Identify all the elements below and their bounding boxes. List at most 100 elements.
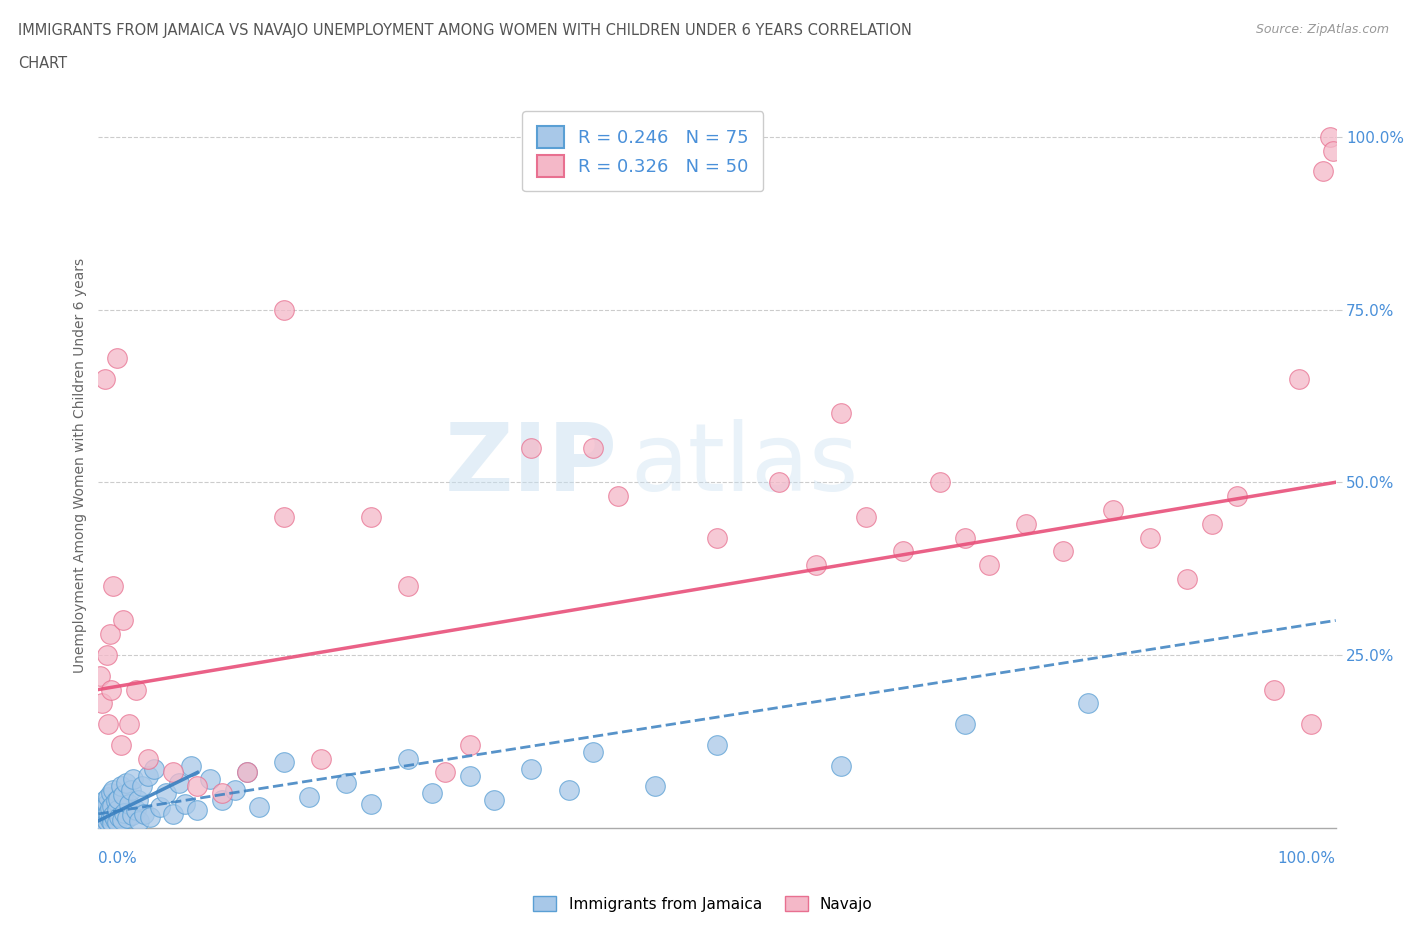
Point bbox=[124, 682, 146, 697]
Point bbox=[120, 782, 142, 797]
Point bbox=[96, 814, 118, 829]
Point bbox=[100, 682, 122, 697]
Point bbox=[236, 765, 259, 780]
Point bbox=[1319, 129, 1341, 144]
Point bbox=[98, 813, 121, 828]
Point bbox=[136, 768, 159, 783]
Point bbox=[112, 613, 135, 628]
Point bbox=[458, 768, 481, 783]
Point bbox=[162, 765, 184, 780]
Point bbox=[115, 811, 138, 826]
Point bbox=[162, 806, 184, 821]
Text: 0.0%: 0.0% bbox=[98, 851, 138, 866]
Point bbox=[103, 811, 125, 826]
Point bbox=[89, 814, 111, 829]
Text: ZIP: ZIP bbox=[446, 419, 619, 511]
Point bbox=[110, 778, 132, 793]
Point bbox=[1139, 530, 1161, 545]
Point bbox=[360, 510, 382, 525]
Point bbox=[891, 544, 914, 559]
Point bbox=[174, 796, 197, 811]
Point bbox=[706, 737, 728, 752]
Point bbox=[186, 803, 208, 817]
Point bbox=[93, 371, 115, 386]
Point bbox=[557, 782, 579, 797]
Point bbox=[644, 778, 666, 793]
Point bbox=[396, 578, 419, 593]
Point bbox=[582, 744, 605, 759]
Point bbox=[396, 751, 419, 766]
Point bbox=[1299, 717, 1322, 732]
Point bbox=[112, 787, 135, 802]
Point bbox=[198, 772, 221, 787]
Point bbox=[804, 558, 827, 573]
Point bbox=[111, 813, 134, 828]
Point bbox=[979, 558, 1001, 573]
Point bbox=[273, 302, 295, 317]
Point bbox=[224, 782, 246, 797]
Point bbox=[89, 669, 111, 684]
Point bbox=[93, 803, 115, 817]
Point bbox=[236, 765, 259, 780]
Point bbox=[422, 786, 444, 801]
Point bbox=[110, 737, 132, 752]
Point bbox=[1175, 572, 1198, 587]
Point bbox=[830, 405, 852, 420]
Point bbox=[706, 530, 728, 545]
Point bbox=[143, 762, 166, 777]
Point bbox=[1077, 696, 1099, 711]
Point bbox=[90, 817, 112, 831]
Point bbox=[103, 807, 125, 822]
Point bbox=[433, 765, 456, 780]
Point bbox=[1015, 516, 1038, 531]
Point bbox=[91, 800, 114, 815]
Point bbox=[167, 776, 190, 790]
Point bbox=[298, 790, 321, 804]
Point bbox=[273, 510, 295, 525]
Point bbox=[1052, 544, 1074, 559]
Text: 100.0%: 100.0% bbox=[1278, 851, 1336, 866]
Text: Source: ZipAtlas.com: Source: ZipAtlas.com bbox=[1256, 23, 1389, 36]
Point bbox=[105, 815, 128, 830]
Point bbox=[96, 647, 118, 662]
Point bbox=[520, 440, 543, 455]
Point bbox=[211, 786, 233, 801]
Point bbox=[97, 790, 120, 804]
Point bbox=[112, 805, 135, 820]
Point bbox=[94, 817, 117, 831]
Point bbox=[93, 792, 115, 807]
Text: CHART: CHART bbox=[18, 56, 67, 71]
Point bbox=[105, 351, 128, 365]
Point bbox=[97, 717, 120, 732]
Point bbox=[122, 772, 145, 787]
Y-axis label: Unemployment Among Women with Children Under 6 years: Unemployment Among Women with Children U… bbox=[73, 258, 87, 672]
Point bbox=[1201, 516, 1223, 531]
Point bbox=[90, 806, 112, 821]
Legend: R = 0.246   N = 75, R = 0.326   N = 50: R = 0.246 N = 75, R = 0.326 N = 50 bbox=[522, 112, 763, 192]
Point bbox=[953, 530, 976, 545]
Point bbox=[108, 809, 131, 824]
Point bbox=[149, 800, 172, 815]
Point bbox=[273, 754, 295, 769]
Point bbox=[335, 776, 357, 790]
Point bbox=[1263, 682, 1285, 697]
Point bbox=[98, 801, 121, 816]
Point bbox=[186, 778, 208, 793]
Text: atlas: atlas bbox=[630, 419, 859, 511]
Point bbox=[91, 810, 114, 825]
Point bbox=[247, 800, 270, 815]
Point bbox=[118, 717, 141, 732]
Point bbox=[484, 792, 506, 807]
Point bbox=[103, 782, 125, 797]
Point bbox=[309, 751, 332, 766]
Point bbox=[97, 805, 120, 820]
Point bbox=[127, 792, 149, 807]
Point bbox=[360, 796, 382, 811]
Point bbox=[1322, 143, 1344, 158]
Point bbox=[101, 816, 124, 830]
Point bbox=[607, 488, 630, 503]
Point bbox=[131, 778, 153, 793]
Point bbox=[1102, 502, 1125, 517]
Point bbox=[134, 806, 156, 821]
Point bbox=[1312, 164, 1334, 179]
